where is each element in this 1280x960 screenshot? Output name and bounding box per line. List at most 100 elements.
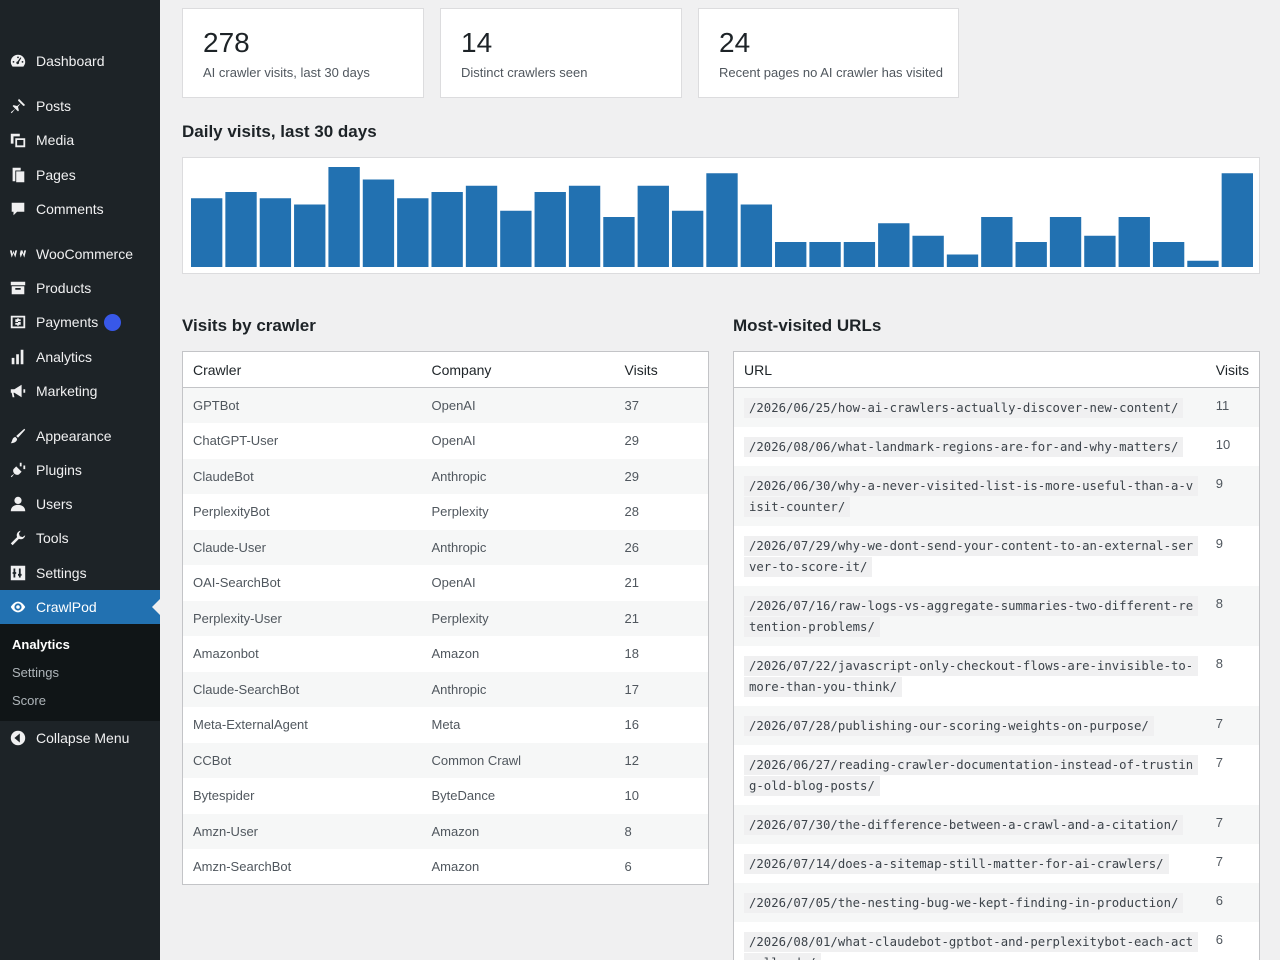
- crawler-name: Claude-SearchBot: [182, 671, 422, 707]
- table-row: /2026/07/30/the-difference-between-a-cra…: [733, 805, 1260, 844]
- menu-label: Dashboard: [36, 53, 105, 69]
- menu-marketing[interactable]: Marketing: [0, 374, 160, 408]
- chart-bar: [775, 242, 807, 267]
- menu-label: Plugins: [36, 462, 82, 478]
- chart-bar: [1084, 235, 1116, 267]
- menu-posts[interactable]: Posts: [0, 89, 160, 123]
- collapse-icon: [0, 721, 36, 755]
- menu-woocommerce[interactable]: WooCommerce: [0, 237, 160, 271]
- url-cell: /2026/07/14/does-a-sitemap-still-matter-…: [734, 844, 1206, 883]
- menu-label: Pages: [36, 167, 76, 183]
- table-row: /2026/07/29/why-we-dont-send-your-conten…: [734, 526, 1260, 586]
- menu-products[interactable]: Products: [0, 271, 160, 305]
- stat-value: 278: [203, 27, 250, 58]
- menu-media[interactable]: Media: [0, 123, 160, 157]
- media-icon: [0, 123, 36, 157]
- collapse-menu-button[interactable]: Collapse Menu: [0, 721, 160, 755]
- url-cell: /2026/08/06/what-landmark-regions-are-fo…: [734, 427, 1206, 466]
- chart-bar: [568, 185, 601, 267]
- table-row: PerplexityBot Perplexity 28: [183, 494, 709, 530]
- crawler-name: Bytespider: [193, 788, 255, 804]
- stat-label: Recent pages no AI crawler has visited: [719, 65, 944, 80]
- menu-dashboard[interactable]: Dashboard: [0, 44, 160, 78]
- url-cell: /2026/08/01/what-claudebot-gptbot-and-pe…: [734, 922, 1206, 960]
- col-visits: Visits: [614, 351, 709, 388]
- menu-plugins[interactable]: Plugins: [0, 453, 160, 487]
- visit-count: 26: [614, 529, 709, 565]
- chart-bar: [1015, 242, 1047, 267]
- menu-analytics[interactable]: Analytics: [0, 340, 160, 374]
- chart-bar: [671, 210, 704, 267]
- submenu-settings[interactable]: Settings: [12, 665, 59, 680]
- company-name: OpenAI: [431, 433, 476, 449]
- menu-label: Products: [36, 280, 92, 296]
- visit-count: 8: [614, 813, 709, 849]
- table-row: Meta-ExternalAgent Meta 16: [183, 707, 709, 743]
- table-row: ChatGPT-User OpenAI 29: [183, 423, 709, 459]
- chart-bar: [328, 167, 360, 267]
- chart-bar: [1152, 242, 1185, 267]
- menu-appearance[interactable]: Appearance: [0, 419, 160, 453]
- chart-bar: [878, 223, 910, 267]
- table-row: /2026/06/27/reading-crawler-documentatio…: [734, 745, 1260, 805]
- crawlpod-submenu: Analytics Settings Score: [0, 624, 160, 721]
- menu-tools[interactable]: Tools: [0, 521, 160, 555]
- user-icon: [0, 487, 36, 521]
- stat-card-crawlers: 14 Distinct crawlers seen: [440, 8, 682, 98]
- menu-label: Users: [36, 496, 73, 512]
- menu-label: WooCommerce: [36, 246, 133, 262]
- chart-bar: [1049, 217, 1082, 267]
- visit-count: 6: [1205, 883, 1260, 922]
- visit-count: 21: [614, 600, 709, 636]
- sliders-icon: [0, 556, 36, 590]
- menu-settings[interactable]: Settings: [0, 556, 160, 590]
- bar-chart: [191, 167, 1253, 267]
- chart-bar: [397, 198, 429, 267]
- table-row: /2026/06/30/why-a-never-visited-list-is-…: [733, 466, 1260, 526]
- menu-label: Comments: [36, 201, 104, 217]
- pages-icon: [0, 158, 36, 192]
- visit-count: 7: [1215, 755, 1224, 770]
- comment-icon: [0, 192, 36, 226]
- eye-icon: [0, 590, 36, 624]
- megaphone-icon: [0, 374, 36, 408]
- table-row: /2026/07/28/publishing-our-scoring-weigh…: [733, 706, 1260, 745]
- visit-count: 29: [614, 458, 709, 494]
- plugin-icon: [0, 453, 36, 487]
- stat-card-unvisited: 24 Recent pages no AI crawler has visite…: [698, 8, 959, 98]
- table-header-row: Crawler Company Visits: [182, 351, 709, 388]
- table-row: Perplexity-User Perplexity 21: [182, 600, 709, 636]
- chart-bar: [191, 198, 223, 267]
- submenu-score[interactable]: Score: [12, 693, 46, 708]
- menu-comments[interactable]: Comments: [0, 192, 160, 226]
- visit-count: 8: [1215, 656, 1224, 671]
- menu-payments[interactable]: Payments: [0, 305, 160, 339]
- submenu-analytics[interactable]: Analytics: [12, 637, 70, 652]
- visit-count: 8: [1205, 586, 1260, 646]
- crawler-name: PerplexityBot: [193, 504, 270, 520]
- chart-bar: [946, 254, 979, 267]
- brush-icon: [0, 419, 36, 453]
- url-path: /2026/07/14/does-a-sitemap-still-matter-…: [744, 854, 1169, 874]
- crawler-name: Perplexity-User: [182, 600, 422, 636]
- menu-label: Analytics: [36, 349, 93, 365]
- col-crawler: Crawler: [182, 351, 422, 388]
- url-cell: /2026/07/05/the-nesting-bug-we-kept-find…: [733, 883, 1206, 922]
- chart-bar: [809, 242, 841, 267]
- daily-visits-title: Daily visits, last 30 days: [182, 122, 377, 141]
- table-row: /2026/08/06/what-landmark-regions-are-fo…: [734, 427, 1260, 466]
- visit-count: 21: [624, 575, 639, 591]
- url-path: /2026/07/05/the-nesting-bug-we-kept-find…: [744, 893, 1184, 913]
- chart-bar: [1187, 260, 1219, 267]
- table-row: /2026/07/22/javascript-only-checkout-flo…: [734, 646, 1260, 706]
- crawler-section-title: Visits by crawler: [182, 316, 316, 335]
- woocommerce-icon: [0, 237, 36, 271]
- menu-crawlpod[interactable]: CrawlPod: [0, 590, 160, 624]
- menu-users[interactable]: Users: [0, 487, 160, 521]
- visit-count: 6: [624, 859, 632, 874]
- menu-pages[interactable]: Pages: [0, 158, 160, 192]
- crawler-name: Meta-ExternalAgent: [193, 717, 308, 733]
- company-name: OpenAI: [421, 387, 615, 423]
- company-name: Amazon: [431, 646, 480, 662]
- table-row: OAI-SearchBot OpenAI 21: [183, 565, 709, 601]
